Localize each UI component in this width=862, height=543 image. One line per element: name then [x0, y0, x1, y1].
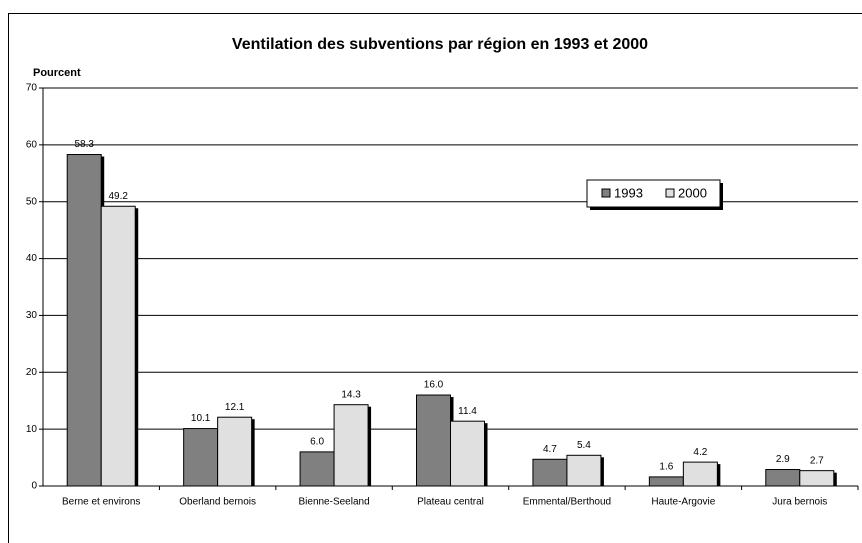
bar: [682, 461, 718, 487]
bar: [416, 394, 451, 487]
value-label: 6.0: [310, 437, 324, 448]
value-label: 1.6: [659, 462, 673, 473]
bar: [450, 420, 485, 487]
x-tick-label: Emmental/Berthoud: [523, 497, 611, 508]
bar: [100, 205, 136, 487]
bar: [299, 451, 335, 487]
bar: [799, 470, 835, 487]
value-label: 2.7: [810, 455, 824, 466]
y-axis-label: Pourcent: [33, 67, 81, 79]
value-label: 12.1: [225, 402, 245, 413]
bar: [532, 458, 568, 487]
legend-label: 1993: [614, 185, 643, 200]
value-label: 16.0: [424, 380, 444, 391]
chart-title: Ventilation des subventions par région e…: [232, 36, 648, 53]
y-tick-label: 70: [26, 83, 38, 94]
bar: [333, 404, 369, 487]
value-label: 4.2: [693, 447, 707, 458]
legend-label: 2000: [678, 185, 707, 200]
y-tick-label: 20: [26, 367, 38, 378]
legend-swatch: [601, 188, 611, 198]
value-label: 5.4: [577, 440, 591, 451]
x-tick-label: Oberland bernois: [179, 497, 256, 508]
x-tick-label: Bienne-Seeland: [298, 497, 369, 508]
bar: [217, 416, 253, 487]
value-label: 49.2: [108, 191, 128, 202]
bar: [648, 476, 684, 487]
legend: 1993 2000: [586, 179, 723, 210]
value-label: 14.3: [341, 389, 361, 400]
bar: [66, 154, 102, 487]
bar: [566, 454, 602, 487]
value-label: 2.9: [776, 454, 790, 465]
y-tick-label: 60: [26, 139, 38, 150]
x-tick-label: Plateau central: [417, 497, 484, 508]
bar: [765, 469, 801, 487]
value-label: 11.4: [458, 406, 477, 417]
legend-swatch: [665, 188, 675, 198]
value-label: 58.3: [74, 139, 94, 150]
value-label: 10.1: [191, 413, 211, 424]
legend-box: [586, 179, 721, 208]
x-tick-label: Haute-Argovie: [651, 497, 715, 508]
y-tick-label: 10: [26, 424, 38, 435]
y-tick-label: 30: [26, 310, 38, 321]
x-tick-label: Berne et environs: [62, 497, 140, 508]
bar: [183, 428, 219, 487]
y-tick-label: 0: [31, 481, 37, 492]
y-tick-label: 50: [26, 196, 38, 207]
value-label: 4.7: [543, 444, 557, 455]
y-tick-label: 40: [26, 253, 38, 264]
x-tick-label: Jura bernois: [772, 497, 827, 508]
